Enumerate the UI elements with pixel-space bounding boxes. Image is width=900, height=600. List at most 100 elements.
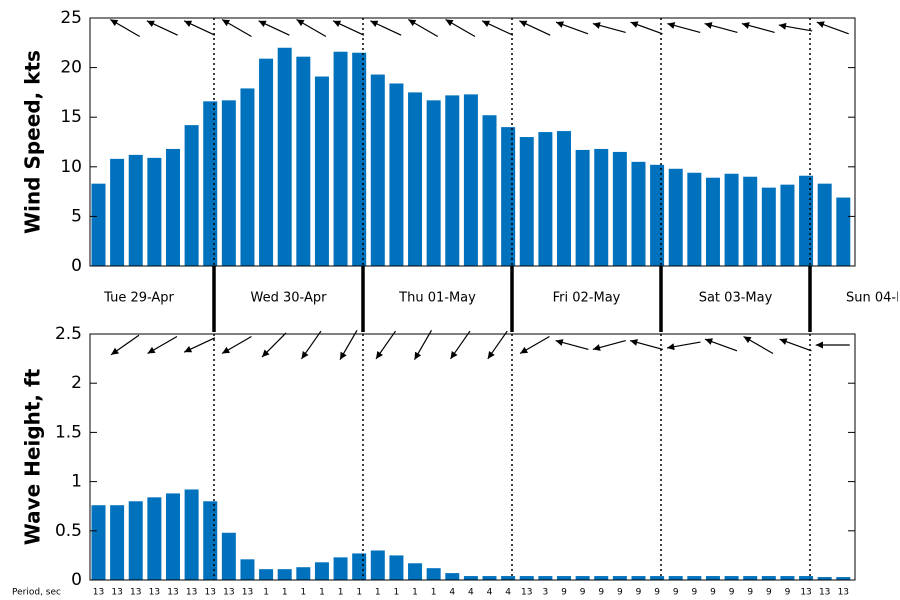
- period-value: 3: [543, 588, 549, 598]
- bar: [240, 88, 255, 266]
- bar: [761, 576, 776, 580]
- direction-arrow: [666, 341, 701, 351]
- arrow-head: [258, 20, 267, 28]
- period-value: 4: [468, 588, 474, 598]
- bar: [668, 168, 683, 266]
- period-value: 4: [449, 588, 455, 598]
- direction-arrow: [487, 330, 508, 360]
- bar: [482, 115, 497, 266]
- arrow-head: [743, 336, 752, 344]
- period-value: 13: [204, 588, 215, 598]
- bar: [519, 137, 534, 266]
- direction-arrow: [109, 18, 141, 38]
- direction-arrow: [743, 335, 774, 355]
- bar: [147, 157, 162, 266]
- period-value: 1: [412, 588, 418, 598]
- bar: [91, 183, 106, 266]
- y-tick-label: 1.5: [55, 422, 82, 442]
- period-value: 9: [766, 588, 772, 598]
- bar: [426, 100, 441, 266]
- direction-arrow: [407, 18, 439, 38]
- arrow-head: [375, 351, 383, 359]
- period-value: 13: [521, 588, 532, 598]
- period-value: 9: [729, 588, 735, 598]
- direction-arrow: [339, 329, 358, 361]
- bar: [705, 576, 720, 580]
- arrow-head: [296, 19, 305, 27]
- arrow-head: [592, 344, 601, 351]
- bar: [128, 501, 143, 580]
- direction-arrow: [519, 335, 550, 355]
- arrow-head: [667, 343, 675, 351]
- arrow-head: [340, 351, 347, 360]
- period-value: 1: [394, 588, 400, 598]
- direction-arrow: [261, 332, 287, 358]
- bar: [501, 576, 516, 580]
- bar: [538, 132, 553, 266]
- day-labels: Tue 29-Apr Wed 30-Apr Thu 01-May Fri 02-May…: [103, 291, 898, 306]
- bar: [538, 576, 553, 580]
- period-value: 9: [636, 588, 642, 598]
- direction-arrow: [296, 18, 327, 38]
- direction-arrow: [221, 18, 252, 38]
- bar: [333, 557, 348, 580]
- bar: [389, 83, 404, 266]
- period-value: 9: [673, 588, 679, 598]
- bar: [314, 76, 329, 266]
- day-label: Thu 01-May: [398, 291, 476, 306]
- period-value: 13: [93, 588, 104, 598]
- arrow-head: [705, 338, 713, 345]
- period-value: 9: [580, 588, 586, 598]
- bar: [221, 532, 236, 580]
- bar: [612, 151, 627, 266]
- direction-arrow: [450, 330, 471, 360]
- bar: [445, 95, 460, 266]
- bar: [631, 161, 646, 266]
- bar: [761, 187, 776, 266]
- bar: [165, 148, 180, 266]
- direction-arrow: [258, 20, 290, 36]
- arrow-head: [482, 20, 491, 28]
- arrow-head: [184, 345, 193, 353]
- arrow-head: [370, 20, 379, 28]
- direction-arrow: [301, 330, 322, 360]
- bar: [799, 576, 814, 580]
- bar: [463, 576, 478, 580]
- bar: [221, 100, 236, 266]
- bar: [817, 577, 832, 580]
- bar: [147, 497, 162, 580]
- period-value: 1: [319, 588, 325, 598]
- y-tick-label: 1: [71, 472, 82, 492]
- bar: [724, 576, 739, 580]
- arrow-head: [816, 21, 825, 28]
- arrow-head: [630, 339, 638, 346]
- bar: [650, 576, 665, 580]
- day-label: Wed 30-Apr: [251, 291, 328, 306]
- day-label: Sat 03-May: [699, 291, 773, 306]
- y-tick-label: 5: [71, 206, 82, 226]
- axes-box: [89, 17, 856, 267]
- direction-arrow: [481, 20, 514, 36]
- arrow-head: [333, 20, 342, 28]
- period-value: 13: [819, 588, 830, 598]
- direction-arrow: [667, 22, 701, 33]
- direction-arrow: [146, 20, 178, 36]
- bar: [575, 576, 590, 580]
- period-value: 1: [356, 588, 362, 598]
- arrow-head: [815, 341, 823, 349]
- period-value: 13: [800, 588, 811, 598]
- bar: [557, 131, 571, 266]
- period-value: 13: [223, 588, 234, 598]
- bar: [631, 576, 646, 580]
- direction-arrow: [370, 20, 402, 36]
- y-tick-label: 25: [60, 8, 82, 28]
- direction-arrow: [704, 338, 738, 352]
- direction-arrow: [375, 330, 396, 360]
- period-value: 9: [654, 588, 660, 598]
- y-tick-label: 0: [71, 256, 82, 276]
- bar: [203, 501, 218, 580]
- bar: [799, 175, 814, 266]
- bar: [277, 47, 292, 267]
- direction-arrow: [592, 340, 626, 351]
